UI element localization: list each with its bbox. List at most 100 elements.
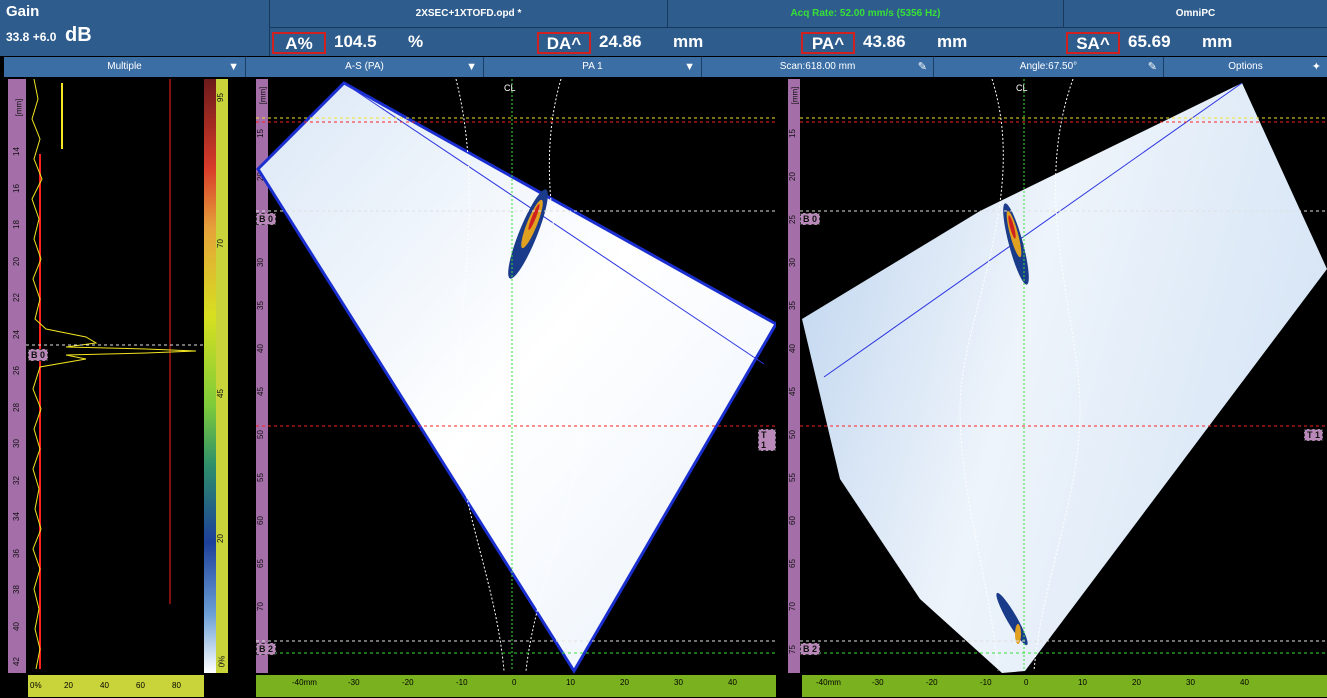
ruler-tick: 22 <box>11 293 21 302</box>
reading-value: 43.86 <box>863 32 906 51</box>
gain-value: 33.8 +6.0 <box>6 30 57 44</box>
axis-tick: -20 <box>926 678 938 687</box>
reading-da[interactable]: DA^ 24.86 mm <box>533 29 793 56</box>
field-label: Scan:618.00 mm <box>779 61 856 72</box>
ascan-panel[interactable]: [mm] 14 16 18 20 22 24 26 28 30 32 34 36… <box>4 79 254 675</box>
axis-tick: -10 <box>456 678 468 687</box>
axis-tick: 10 <box>566 678 575 687</box>
dropdown-arrow-icon: ▼ <box>466 61 477 73</box>
reading-value: 104.5 <box>334 32 377 51</box>
axis-tick: 40 <box>728 678 737 687</box>
sscan-panel-1[interactable]: [mm] 15 20 25 30 35 40 45 50 55 60 65 70… <box>256 79 776 675</box>
axis-tick: 30 <box>1186 678 1195 687</box>
app-name: OmniPC <box>1064 0 1327 28</box>
centerline-label: CL <box>1016 83 1028 93</box>
colorbar-tick: 45 <box>215 389 225 398</box>
view-as-pa-dropdown[interactable]: A-S (PA) ▼ <box>246 57 484 77</box>
options-button[interactable]: Options ✦ <box>1164 57 1327 77</box>
ascan-waveform <box>26 79 204 670</box>
ruler-tick: 42 <box>11 657 21 666</box>
axis-tick: -40mm <box>816 678 841 687</box>
axis-tick: 0 <box>1024 678 1029 687</box>
gate-t1-tag[interactable]: T 1 <box>1304 429 1324 441</box>
ruler-tick: 16 <box>11 184 21 193</box>
colorbar-tick: 95 <box>215 93 225 102</box>
gate-b2-tag[interactable]: B 2 <box>256 643 277 655</box>
angle-field[interactable]: Angle:67.50° ✎ <box>934 57 1164 77</box>
axis-tick: -30 <box>348 678 360 687</box>
axis-tick: -20 <box>402 678 414 687</box>
centerline-label: CL <box>504 83 516 93</box>
dropdown-label: A-S (PA) <box>345 61 384 72</box>
ruler-tick: 26 <box>11 366 21 375</box>
sscan1-depth-ruler[interactable]: [mm] 15 20 25 30 35 40 45 50 55 60 65 70… <box>256 79 268 673</box>
ruler-tick: 14 <box>11 147 21 156</box>
ruler-tick: 28 <box>11 403 21 412</box>
reading-unit: mm <box>937 32 968 51</box>
colorbar-tick: 20 <box>215 534 225 543</box>
reading-label: DA^ <box>537 32 591 54</box>
colorbar-scale: 95 70 45 20 0% <box>216 79 228 673</box>
ruler-tick: 18 <box>11 220 21 229</box>
scan-position-field[interactable]: Scan:618.00 mm ✎ <box>702 57 934 77</box>
gain-title: Gain <box>6 3 40 20</box>
reading-pa[interactable]: PA^ 43.86 mm <box>797 29 1057 56</box>
axis-tick: -10 <box>980 678 992 687</box>
axis-tick: -30 <box>872 678 884 687</box>
gate-b2-tag[interactable]: B 2 <box>800 643 821 655</box>
reading-label: SA^ <box>1066 32 1120 54</box>
gate-b0-tag[interactable]: B 0 <box>28 349 49 361</box>
ruler-tick: 30 <box>11 439 21 448</box>
gate-b0-tag[interactable]: B 0 <box>256 213 277 225</box>
layout-multiple-dropdown[interactable]: Multiple ▼ <box>4 57 246 77</box>
axis-tick: 0% <box>30 681 42 690</box>
sscan-panel-2[interactable]: [mm] 15 20 25 30 35 40 45 50 55 60 65 70… <box>780 79 1327 675</box>
reading-sa[interactable]: SA^ 65.69 mm <box>1062 29 1322 56</box>
file-name: 2XSEC+1XTOFD.opd * <box>270 0 668 28</box>
reading-a-percent[interactable]: A% 104.5 % <box>268 29 528 56</box>
axis-tick: -40mm <box>292 678 317 687</box>
axis-tick: 60 <box>136 681 145 690</box>
reading-unit: % <box>408 32 424 51</box>
axis-tick: 30 <box>674 678 683 687</box>
ascan-amplitude-axis: 0% 20 40 60 80 <box>28 675 204 697</box>
ruler-tick: 36 <box>11 549 21 558</box>
axis-tick: 10 <box>1078 678 1087 687</box>
ruler-tick: 34 <box>11 512 21 521</box>
ruler-unit: [mm] <box>14 98 24 117</box>
ruler-tick: 40 <box>11 622 21 631</box>
axis-tick: 40 <box>100 681 109 690</box>
colorbar-tick: 0% <box>217 655 227 668</box>
sscan1-image <box>256 79 776 674</box>
ruler-tick: 24 <box>11 330 21 339</box>
gain-unit: dB <box>65 24 92 46</box>
reading-unit: mm <box>1202 32 1233 51</box>
dropdown-arrow-icon: ▼ <box>684 61 695 73</box>
group-pa1-dropdown[interactable]: PA 1 ▼ <box>484 57 702 77</box>
gate-b0-tag[interactable]: B 0 <box>800 213 821 225</box>
axis-tick: 20 <box>64 681 73 690</box>
ruler-tick: 38 <box>11 585 21 594</box>
gain-display[interactable]: Gain 33.8 +6.0 dB <box>0 0 270 56</box>
pencil-icon: ✎ <box>1147 61 1157 73</box>
reading-label: A% <box>272 32 326 54</box>
sscan1-index-axis: -40mm -30 -20 -10 0 10 20 30 40 <box>256 675 776 697</box>
colorbar-tick: 70 <box>215 239 225 248</box>
dropdown-label: PA 1 <box>582 61 603 72</box>
sscan2-index-axis: -40mm -30 -20 -10 0 10 20 30 40 <box>802 675 1327 697</box>
axis-tick: 0 <box>512 678 517 687</box>
sscan2-depth-ruler[interactable]: [mm] 15 20 25 30 35 40 45 50 55 60 65 70… <box>788 79 800 673</box>
reading-label: PA^ <box>801 32 855 54</box>
gate-t1-tag[interactable]: T 1 <box>758 429 776 451</box>
button-label: Options <box>1228 61 1263 72</box>
ascan-depth-ruler[interactable]: [mm] 14 16 18 20 22 24 26 28 30 32 34 36… <box>8 79 26 673</box>
axis-tick: 40 <box>1240 678 1249 687</box>
axis-tick: 20 <box>620 678 629 687</box>
axis-tick: 20 <box>1132 678 1141 687</box>
reading-value: 24.86 <box>599 32 642 51</box>
top-header: Gain 33.8 +6.0 dB 2XSEC+1XTOFD.opd * Acq… <box>0 0 1327 56</box>
dropdown-label: Multiple <box>107 61 142 72</box>
ruler-tick: 20 <box>11 257 21 266</box>
field-label: Angle:67.50° <box>1019 61 1078 72</box>
acq-rate: Acq Rate: 52.00 mm/s (5356 Hz) <box>668 0 1064 28</box>
